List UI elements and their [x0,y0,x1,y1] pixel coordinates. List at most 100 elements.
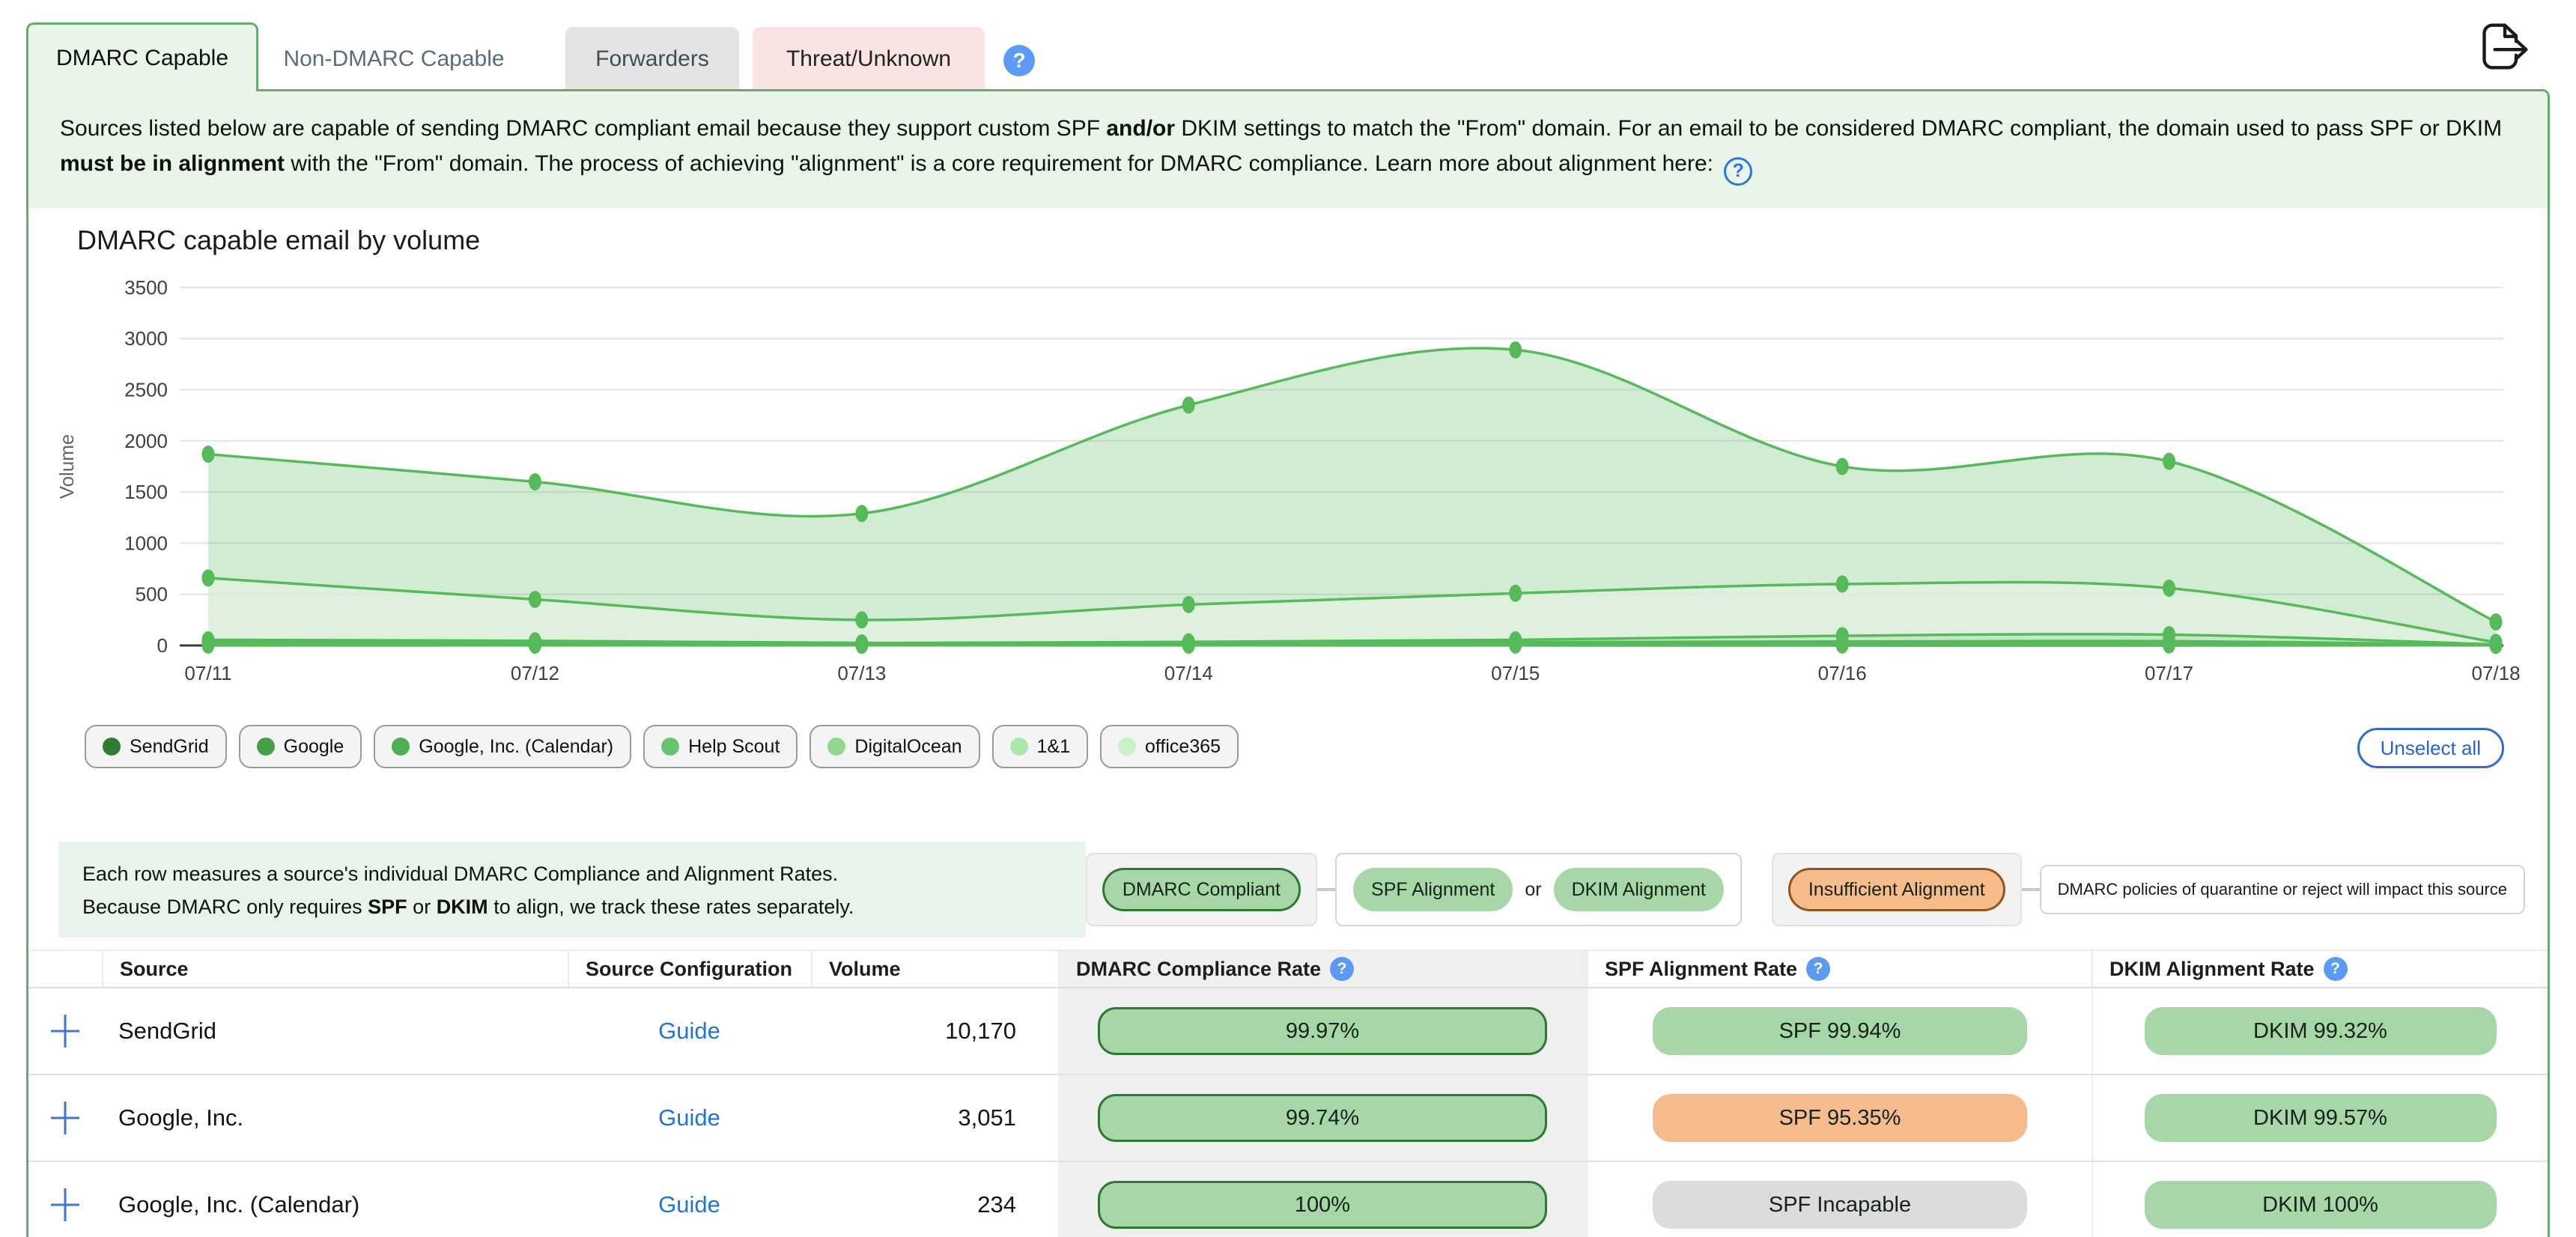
y-tick-label: 2000 [124,430,168,452]
expand-row-icon[interactable] [48,1012,82,1051]
legend-chip-4[interactable]: Help Scout [643,725,798,768]
spf-alignment-cell: SPF 99.94% [1587,988,2092,1074]
table-header-row: Source Source Configuration Volume DMARC… [28,949,2548,988]
data-point[interactable] [1182,396,1195,414]
chart-title: DMARC capable email by volume [77,225,481,255]
spf-alignment-cell: SPF 95.35% [1587,1075,2092,1161]
dmarc-rate-help-icon[interactable]: ? [1330,957,1355,981]
header-expand [28,951,102,987]
expand-cell [28,1075,102,1161]
dmarc-compliance-pill: 99.97% [1098,1007,1547,1055]
tab-forwarders[interactable]: Forwarders [565,27,739,91]
chart-legend: SendGrid Google Google, Inc. (Calendar) Hel… [85,725,1239,768]
spf-alignment-pill: SPF 95.35% [1653,1094,2027,1142]
source-name: SendGrid [118,1018,216,1044]
source-configuration-cell: Guide [568,988,811,1074]
spf-rate-help-icon[interactable]: ? [1806,957,1831,981]
legend-chip-6[interactable]: 1&1 [991,725,1089,768]
data-point[interactable] [1509,636,1522,654]
data-point[interactable] [2163,452,2176,470]
insufficient-alignment-badge: Insufficient Alignment [1787,868,2005,911]
y-tick-label: 3000 [124,327,168,350]
dkim-alignment-pill: DKIM 100% [2144,1181,2497,1229]
data-point[interactable] [2489,613,2503,631]
data-point[interactable] [1182,636,1195,654]
legend-chip-label: DigitalOcean [854,735,962,757]
data-point[interactable] [528,636,541,654]
y-tick-label: 1500 [124,481,168,503]
legend-chip-dot [256,738,275,756]
source-name: Google, Inc. (Calendar) [118,1191,360,1218]
legend-chip-dot [661,738,680,756]
sources-table: Source Source Configuration Volume DMARC… [28,949,2548,1237]
x-tick-label: 07/16 [1818,662,1867,684]
data-point[interactable] [1509,341,1522,359]
data-point[interactable] [1835,575,1849,593]
y-tick-label: 500 [136,583,168,606]
table-note-row: Each row measures a source's individual … [58,842,2525,937]
y-tick-label: 3500 [124,276,168,299]
volume-value: 3,051 [958,1104,1016,1131]
header-source-configuration: Source Configuration [568,951,811,987]
table-note: Each row measures a source's individual … [58,842,1086,937]
data-point[interactable] [855,611,869,629]
data-point[interactable] [201,636,215,654]
source-name-cell: SendGrid [102,988,568,1074]
dmarc-compliance-pill: 100% [1098,1181,1547,1229]
guide-link[interactable]: Guide [658,1191,720,1218]
x-tick-label: 07/15 [1491,662,1540,684]
note-line-2: Because DMARC only requires SPF or DKIM … [82,895,854,918]
legend-chip-label: Google [283,735,344,757]
dmarc-capable-panel: Sources listed below are capable of send… [26,89,2550,1237]
legend-chip-7[interactable]: office365 [1100,725,1239,768]
unselect-all-button[interactable]: Unselect all [2357,728,2504,768]
legend-chip-1[interactable]: SendGrid [85,725,227,768]
or-label: or [1525,878,1542,900]
data-point[interactable] [1835,458,1849,475]
dkim-alignment-pill: DKIM 99.32% [2144,1007,2497,1055]
export-button[interactable] [2473,15,2537,78]
expand-row-icon[interactable] [48,1098,82,1137]
data-point[interactable] [1509,584,1522,602]
legend-chip-5[interactable]: DigitalOcean [809,725,980,768]
data-point[interactable] [1835,636,1849,654]
data-point[interactable] [855,505,869,523]
expand-cell [28,1162,102,1237]
note-line-1: Each row measures a source's individual … [82,863,839,885]
tabs-help-icon[interactable]: ? [1003,45,1035,76]
legend-chip-3[interactable]: Google, Inc. (Calendar) [374,725,632,768]
table-body: SendGrid Guide 10,170 99.97% SPF 99.94% DKIM … [28,988,2548,1237]
data-point[interactable] [201,446,215,464]
alignment-help-icon[interactable]: ? [1724,157,1753,186]
guide-link[interactable]: Guide [658,1104,720,1131]
legend-chip-2[interactable]: Google [238,725,362,768]
source-name-cell: Google, Inc. [102,1075,568,1161]
badge-legend-dmarc-card: DMARC Compliant [1085,853,1318,926]
data-point[interactable] [2163,580,2176,598]
expand-cell [28,988,102,1074]
data-point[interactable] [201,569,215,587]
data-point[interactable] [855,636,869,654]
guide-link[interactable]: Guide [658,1018,720,1044]
volume-value: 10,170 [945,1018,1016,1044]
data-point[interactable] [528,591,541,609]
source-configuration-cell: Guide [568,1162,811,1237]
tab-threat-unknown[interactable]: Threat/Unknown [753,27,985,91]
tab-dmarc-capable[interactable]: DMARC Capable [26,22,258,91]
data-point[interactable] [2489,636,2503,654]
x-tick-label: 07/12 [511,662,559,684]
data-point[interactable] [528,472,541,490]
data-point[interactable] [1182,595,1195,613]
y-tick-label: 2500 [124,379,168,401]
legend-chip-label: Google, Inc. (Calendar) [419,735,614,757]
tab-non-dmarc-capable[interactable]: Non-DMARC Capable [283,46,505,71]
source-configuration-cell: Guide [568,1075,811,1161]
data-point[interactable] [2163,636,2176,654]
dkim-rate-help-icon[interactable]: ? [2323,957,2348,981]
legend-chip-dot [827,738,846,756]
connector-dash [2021,888,2040,891]
expand-row-icon[interactable] [48,1185,82,1224]
header-spf-alignment-rate: SPF Alignment Rate? [1587,951,2092,987]
header-volume: Volume [811,951,1058,987]
badge-legend-alignment-card: SPF Alignment or DKIM Alignment [1335,853,1742,926]
